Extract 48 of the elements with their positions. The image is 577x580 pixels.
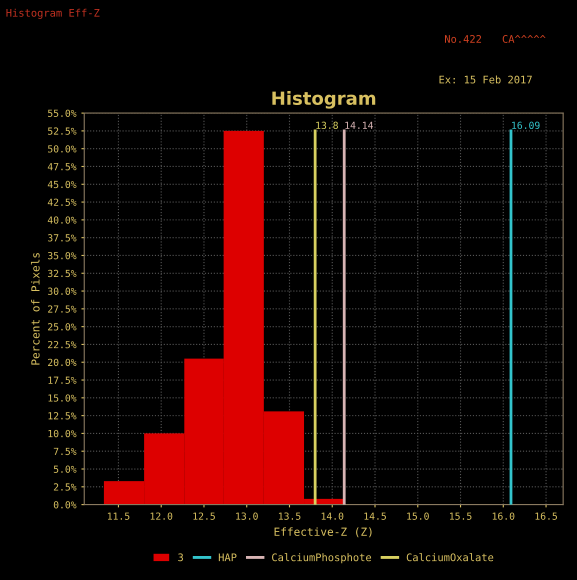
y-tick-label: 17.5% xyxy=(48,376,76,384)
y-tick-label: 5.0% xyxy=(54,466,76,473)
y-tick-label: 22.5% xyxy=(48,340,76,348)
y-tick-label: 52.5% xyxy=(48,127,76,135)
text: CA^^^^^ xyxy=(502,35,546,43)
y-tick-label: 27.5% xyxy=(48,305,76,313)
y-tick-label: 10.0% xyxy=(48,430,76,438)
annotation: 14.14 xyxy=(345,122,374,129)
x-tick-label: 15.0 xyxy=(407,512,429,520)
y-tick-label: 47.5% xyxy=(48,163,76,170)
x-axis-title: Effective-Z (Z) xyxy=(274,527,372,538)
text: No.422 xyxy=(444,35,482,43)
y-tick-label: 32.5% xyxy=(48,270,76,278)
x-tick-label: 11.5 xyxy=(108,512,130,520)
x-tick-label: 14.5 xyxy=(364,512,386,520)
y-tick-label: 7.5% xyxy=(54,448,76,456)
y-tick-label: 35.0% xyxy=(48,252,76,260)
y-tick-label: 42.5% xyxy=(48,198,76,206)
y-tick-label: 0.0% xyxy=(54,501,76,508)
x-tick-label: 12.0 xyxy=(150,512,172,520)
x-tick-label: 13.5 xyxy=(278,512,300,520)
x-tick-label: 16.5 xyxy=(536,512,557,520)
y-tick-label: 25.0% xyxy=(48,323,76,331)
x-tick-label: 12.5 xyxy=(193,512,215,520)
legend-label: 3 xyxy=(178,553,183,562)
y-tick-label: 40.0% xyxy=(48,216,76,224)
y-axis-title: Percent of Pixels xyxy=(30,253,40,365)
legend-label: HAP xyxy=(218,554,236,562)
y-tick-label: 37.5% xyxy=(48,234,76,242)
annotation: 16.09 xyxy=(512,122,540,130)
y-tick-label: 45.0% xyxy=(48,180,76,188)
y-tick-label: 30.0% xyxy=(48,288,76,295)
y-tick-label: 20.0% xyxy=(48,358,76,366)
chart-title: Histogram xyxy=(272,91,376,109)
y-tick-label: 55.0% xyxy=(48,110,76,117)
x-tick-label: 14.0 xyxy=(322,512,344,520)
y-tick-label: 15.0% xyxy=(48,394,76,402)
annotation: 13.8 xyxy=(316,122,338,130)
y-tick-label: 50.0% xyxy=(48,145,76,153)
x-tick-label: 16.0 xyxy=(492,512,514,520)
x-tick-label: 13.0 xyxy=(236,512,258,520)
text: Histogram Eff-Z xyxy=(6,8,100,19)
legend-label: CalciumOxalate xyxy=(406,553,494,562)
y-tick-label: 2.5% xyxy=(54,483,76,491)
x-tick-label: 15.5 xyxy=(450,512,472,520)
text: Ex: 15 Feb 2017 xyxy=(440,75,532,84)
y-tick-label: 12.5% xyxy=(48,412,76,420)
legend-label: CalciumPhosphote xyxy=(272,553,372,564)
